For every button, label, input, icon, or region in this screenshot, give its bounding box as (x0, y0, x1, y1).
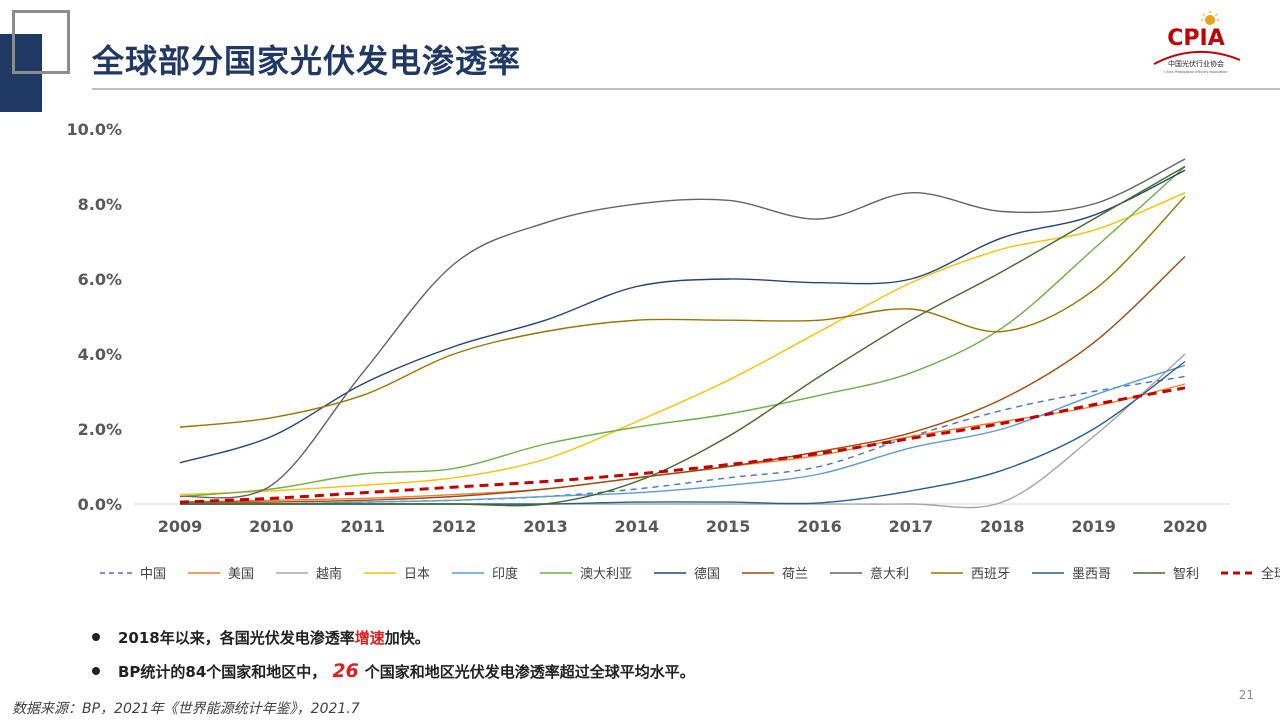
legend-label-7: 荷兰 (782, 567, 808, 582)
bullet-dot (92, 667, 100, 675)
series-line-4 (179, 364, 1186, 505)
y-tick-label: 8.0% (78, 195, 122, 214)
x-tick-label: 2017 (889, 517, 934, 536)
bullet-2-text: BP统计的84个国家和地区中， (118, 662, 327, 681)
x-tick-label: 2012 (432, 517, 477, 536)
legend-label-2: 越南 (316, 566, 342, 582)
legend-label-10: 墨西哥 (1072, 567, 1111, 582)
logo-swoosh (1153, 51, 1241, 65)
bullet-dot (92, 633, 100, 641)
logo-en-name: China Photovoltaic Industry Association (1164, 70, 1227, 74)
x-tick-label: 2016 (797, 517, 842, 536)
bullet-list: 2018年以来，各国光伏发电渗透率 增速 加快。 BP统计的84个国家和地区中， 26… (92, 620, 695, 688)
legend-label-11: 智利 (1173, 567, 1199, 582)
penetration-line-chart: 0.0% 2.0% 4.0% 6.0% 8.0% 10.0% 2009 2010 2011 201… (66, 120, 1280, 582)
logo-text: CPIA (1167, 26, 1224, 51)
x-tick-label: 2011 (340, 517, 385, 536)
series-line-7 (179, 255, 1186, 503)
y-tick-label: 6.0% (78, 270, 122, 289)
page-title: 全球部分国家光伏发电渗透率 (92, 42, 522, 80)
legend-label-1: 美国 (228, 567, 254, 582)
x-tick-label: 2010 (249, 517, 294, 536)
x-tick-label: 2013 (523, 517, 568, 536)
title-divider (92, 88, 1280, 90)
series-line-6 (179, 169, 1186, 464)
series-line-8 (179, 158, 1186, 499)
series-line-2 (179, 353, 1186, 509)
series-line-12 (179, 386, 1186, 504)
logo-cn-name: 中国光伏行业协会 (1168, 59, 1224, 68)
y-tick-label: 2.0% (78, 420, 122, 439)
bullet-1-highlight: 增速 (354, 628, 385, 647)
legend-label-12: 全球 (1261, 566, 1280, 582)
x-tick-label: 2009 (158, 517, 203, 536)
data-source: 数据来源：BP，2021年《世界能源统计年鉴》，2021.7 (12, 701, 360, 717)
legend-label-6: 德国 (694, 567, 720, 582)
bullet-item-2: BP统计的84个国家和地区中， 26 个国家和地区光伏发电渗透率超过全球平均水平。 (92, 654, 695, 688)
y-tick-label: 0.0% (78, 495, 122, 514)
decor-frame (12, 10, 70, 74)
page-number: 21 (1238, 688, 1254, 702)
y-tick-label: 4.0% (78, 345, 122, 364)
bullet-2-number: 26 (332, 660, 359, 682)
bullet-1-tail: 加快。 (384, 628, 430, 647)
legend-label-0: 中国 (140, 567, 166, 582)
sun-icon (1201, 11, 1219, 25)
x-tick-label: 2015 (706, 517, 751, 536)
y-tick-label: 10.0% (66, 120, 122, 139)
legend-label-8: 意大利 (870, 566, 909, 582)
x-tick-label: 2018 (980, 517, 1025, 536)
x-tick-label: 2020 (1163, 517, 1208, 536)
bullet-item-1: 2018年以来，各国光伏发电渗透率 增速 加快。 (92, 620, 695, 654)
series-line-11 (179, 165, 1186, 507)
legend-label-3: 日本 (404, 567, 430, 582)
legend-label-4: 印度 (492, 566, 518, 582)
cpia-logo: CPIA 中国光伏行业协会 China Photovoltaic Industr… (1153, 11, 1241, 74)
series-line-9 (179, 196, 1186, 428)
legend-label-9: 西班牙 (971, 567, 1010, 582)
x-tick-label: 2019 (1071, 517, 1116, 536)
bullet-1-text: 2018年以来，各国光伏发电渗透率 (118, 628, 355, 647)
series-line-3 (179, 192, 1186, 496)
bullet-2-tail: 个国家和地区光伏发电渗透率超过全球平均水平。 (364, 662, 695, 681)
x-tick-label: 2014 (615, 517, 660, 536)
legend-label-5: 澳大利亚 (580, 566, 632, 582)
series-line-5 (179, 165, 1186, 498)
